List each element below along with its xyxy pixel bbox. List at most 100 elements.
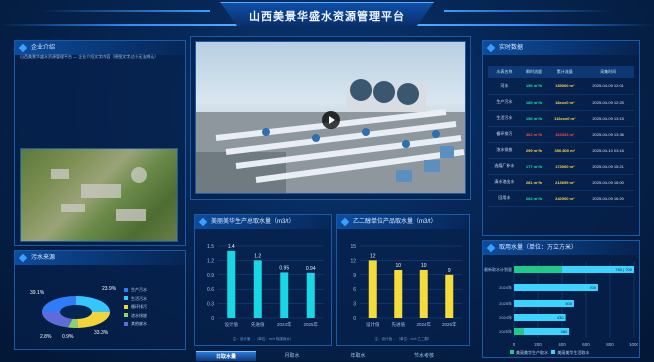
x-tick-label: 先进值: [251, 321, 265, 328]
aerial-photo: [20, 148, 178, 242]
bar-value-label: 10: [421, 263, 427, 269]
withdraw-legend: 美丽美华生产取水 美丽美华生活取水: [510, 350, 589, 356]
bar-production: [514, 328, 524, 335]
flow-cell: 264 m³/h: [520, 190, 548, 207]
bar: [306, 272, 315, 318]
legend-label: 浓水排放: [131, 312, 147, 318]
table-row: 河水 196 m³/h 135000 m³ 2025-04-09 12:01: [488, 78, 634, 95]
photo-building: [81, 184, 121, 198]
table-row: 浓水排放 299 m³/h 356.800 m³ 2025-04-10 03:16: [488, 142, 634, 159]
legend-swatch: [124, 313, 128, 318]
flow-cell: 281 m³/h: [520, 174, 548, 191]
y-tick-label: 6: [353, 287, 356, 293]
bar-value-label: 1.4: [228, 244, 235, 250]
tab-assessment[interactable]: 节水考核: [413, 353, 434, 359]
bar-domestic: [514, 284, 598, 291]
header-deco-right: [444, 10, 614, 12]
realtime-title-bar: 实时数据: [483, 41, 639, 55]
bar: [253, 260, 262, 318]
water-source-panel: 污水来源: [14, 250, 186, 350]
time-cell: 2025-04-09 13:15: [582, 110, 634, 127]
x-tick-label: 2024年: [277, 321, 292, 328]
flow-cell: 362 m³/h: [520, 126, 548, 143]
diamond-icon: [18, 43, 28, 53]
x-tick-label: 先进值: [392, 321, 406, 328]
x-tick-label: 设计值: [366, 321, 380, 328]
y-tick-label: 0.3: [207, 302, 214, 308]
donut-hole: [60, 305, 92, 319]
photo-tank: [131, 167, 147, 183]
diamond-icon: [486, 243, 496, 253]
meter-name-cell: 清水池出水: [488, 174, 521, 191]
intro-text: 山西美景华盛水资源管理平台 — 企业介绍文字内容（原图文字过小无法辨认）: [20, 54, 159, 59]
x-tick-label: 200: [534, 342, 542, 347]
bar-value-label: 10: [395, 263, 401, 269]
col-header: 瞬时流量: [520, 66, 548, 78]
legend-item: 其他废水: [124, 320, 147, 329]
legend-swatch: [124, 321, 128, 326]
donut-label-br: 33.3%: [94, 330, 109, 336]
legend-swatch: [124, 304, 128, 309]
bar-value-label: 1.2: [254, 253, 261, 259]
intro-title-bar: 企业介绍: [15, 41, 185, 55]
pipe-valves: [262, 128, 440, 148]
y-category-label: 2024年: [499, 314, 512, 320]
legend-item: 循环排污: [124, 303, 147, 312]
y-tick-label: 3: [353, 302, 356, 308]
table-row: 循环排污 362 m³/h 163333 m³ 2025-04-09 13:36: [488, 126, 634, 143]
header: 山西美景华盛水资源管理平台: [0, 0, 654, 30]
title-box: 山西美景华盛水资源管理平台: [220, 2, 434, 26]
page-title: 山西美景华盛水资源管理平台: [249, 11, 405, 23]
y-tick-label: 0.9: [207, 273, 214, 279]
bar-value-label: 12: [370, 253, 376, 259]
table-row: 选煤厂补水 177 m³/h 173000 m³ 2025-04-09 15:21: [488, 158, 634, 175]
legend-item: 生活污水: [124, 295, 147, 304]
diamond-icon: [18, 253, 28, 263]
x-tick-label: 0: [513, 342, 516, 347]
tab-monthly[interactable]: 月取水: [284, 353, 300, 359]
table-row: 清水池出水 281 m³/h 213699 m³ 2025-04-09 16:00: [488, 174, 634, 191]
donut-chart: 39.1% 23.9% 2.8% 0.9% 33.3%: [30, 286, 117, 340]
meter-name-cell: 回用水: [488, 190, 521, 207]
y-category-label: 2025年: [499, 328, 512, 334]
col-header: 水表名称: [488, 66, 521, 78]
legend-item: 生产污水: [124, 286, 147, 295]
donut-label-bl: 2.8%: [40, 334, 52, 340]
mid-chart-title: 乙二醇单位产品取水量（m3/t）: [353, 219, 437, 225]
time-cell: 2025-04-10 03:16: [582, 142, 634, 159]
y-tick-label: 0: [353, 316, 356, 322]
table-row: 回用水 264 m³/h 242000 m³ 2025-04-09 16:20: [488, 190, 634, 207]
legend-swatch: [124, 296, 128, 301]
bar: [445, 274, 454, 318]
tab-daily[interactable]: 日取水量: [196, 351, 256, 361]
fans: [346, 79, 426, 112]
intro-title: 企业介绍: [31, 45, 56, 51]
mid-chart-title-bar: 乙二醇单位产品取水量（m3/t）: [337, 215, 469, 229]
x-tick-label: 2025年: [442, 321, 457, 328]
bar-value-label: 700: [589, 285, 596, 290]
meter-name-cell: 浓水排放: [488, 142, 521, 159]
source-title: 污水来源: [31, 255, 56, 261]
y-category-label: 2025年: [499, 300, 512, 306]
bar: [368, 260, 377, 318]
legend-swatch: [551, 350, 556, 354]
withdraw-title-bar: 取用水量（单位：万立方米）: [483, 241, 639, 255]
bar-domestic: [523, 328, 570, 335]
withdraw-panel: 取用水量（单位：万立方米）: [482, 240, 640, 358]
bar: [227, 250, 236, 318]
legend-label: 生活污水: [131, 295, 147, 301]
bottom-tabs: 日取水量 月取水 年取水 节水考核: [196, 351, 466, 361]
realtime-table: 水表名称 瞬时流量 累计流量 采集时间 河水 196 m³/h 135000 m³ 2…: [488, 66, 634, 207]
bar-production: [514, 266, 562, 273]
y-tick-label: 0: [211, 316, 214, 322]
col-header: 采集时间: [582, 66, 634, 78]
flow-cell: 196 m³/h: [520, 78, 548, 95]
legend-label: 循环排污: [131, 304, 147, 309]
play-icon[interactable]: [322, 111, 340, 129]
tab-yearly[interactable]: 年取水: [350, 353, 366, 359]
diamond-icon: [486, 43, 496, 53]
source-title-bar: 污水来源: [15, 251, 185, 265]
total-cell: 18xxx0 m³: [547, 94, 583, 111]
pumps: [396, 146, 454, 182]
